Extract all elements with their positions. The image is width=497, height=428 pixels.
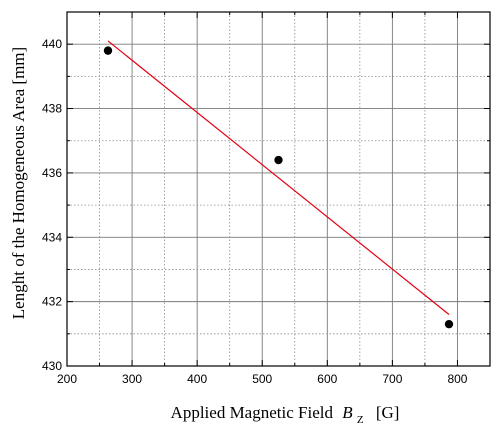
x-tick-label: 700 bbox=[382, 372, 402, 386]
x-axis-title: Applied Magnetic Field B Z [G] bbox=[171, 403, 400, 427]
y-tick-label: 438 bbox=[42, 102, 62, 116]
x-axis-ticks: 200 300 400 500 600 700 800 bbox=[57, 12, 491, 386]
y-axis-ticks: 430 432 434 436 438 440 bbox=[42, 11, 490, 373]
y-tick-label: 432 bbox=[42, 295, 62, 309]
fit-line-group bbox=[107, 40, 450, 315]
fit-line bbox=[107, 40, 450, 315]
x-tick-label: 200 bbox=[57, 372, 77, 386]
x-axis-title-text: Applied Magnetic Field bbox=[171, 403, 334, 422]
data-point bbox=[444, 319, 454, 329]
x-axis-subscript: Z bbox=[357, 414, 364, 426]
x-tick-label: 400 bbox=[187, 372, 207, 386]
x-tick-label: 500 bbox=[252, 372, 272, 386]
x-axis-symbol: B bbox=[342, 403, 353, 422]
x-tick-label: 300 bbox=[122, 372, 142, 386]
plot-frame bbox=[66, 11, 491, 367]
y-tick-label: 436 bbox=[42, 166, 62, 180]
y-axis-title: Lenght of the Homogeneous Area [mm] bbox=[9, 47, 28, 319]
x-tick-label: 600 bbox=[317, 372, 337, 386]
y-tick-label: 430 bbox=[42, 359, 62, 373]
data-point bbox=[103, 46, 113, 55]
x-axis-unit: [G] bbox=[376, 403, 400, 422]
gridlines bbox=[67, 12, 490, 366]
data-points bbox=[103, 46, 454, 329]
y-tick-label: 440 bbox=[42, 37, 62, 51]
data-point bbox=[274, 155, 283, 165]
x-tick-label: 800 bbox=[447, 372, 467, 386]
y-tick-label: 434 bbox=[42, 230, 62, 244]
